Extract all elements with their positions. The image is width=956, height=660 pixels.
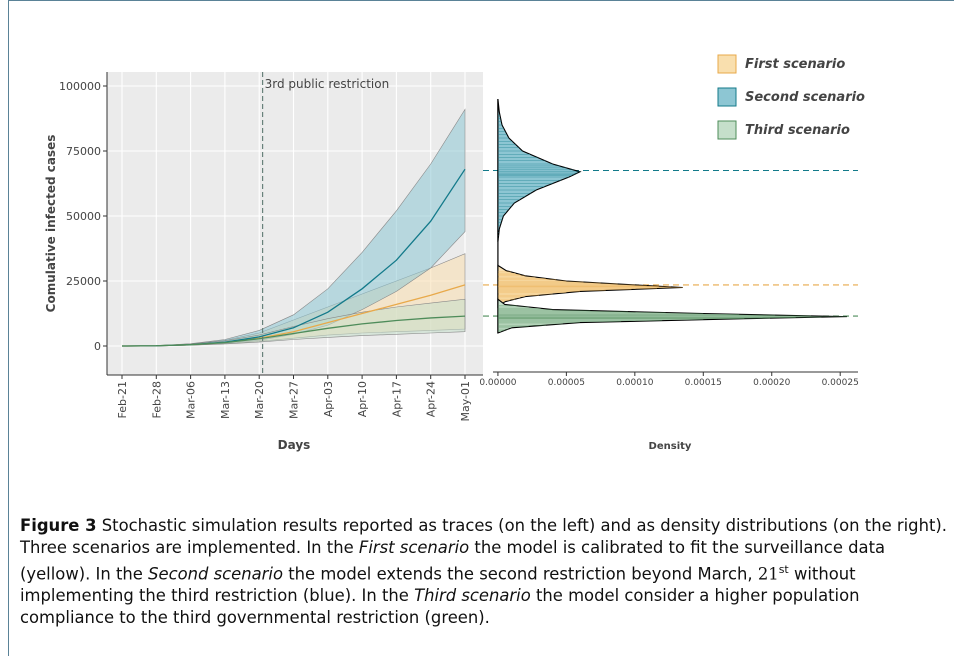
caption: Figure 3 Stochastic simulation results r… [20, 515, 950, 629]
legend-swatch [717, 54, 737, 74]
y-tick-label: 75000 [66, 145, 101, 158]
caption-text: the model consider a higher population c… [20, 586, 860, 628]
x-tick-label: 0.00000 [479, 378, 516, 388]
x-tick-label: Mar-06 [185, 381, 198, 419]
legend-swatch [717, 120, 737, 140]
caption-sup: st [778, 563, 789, 576]
line [121, 315, 466, 347]
x-tick-label: Apr-10 [356, 381, 369, 417]
x-tick-label: Mar-27 [288, 381, 301, 419]
caption-label: Figure 3 [20, 516, 97, 535]
x-tick-label: Mar-13 [219, 381, 232, 419]
y-axis-title: Comulative infected cases [44, 135, 58, 313]
caption-text: the model is calibrated to fit the surve… [20, 538, 886, 584]
y-tick-label: 100000 [59, 80, 101, 93]
frame [8, 0, 954, 656]
x-tick-label: Feb-28 [150, 381, 163, 418]
legend-label: Second scenario [745, 90, 865, 105]
x-tick-label: 0.00020 [753, 378, 790, 388]
x-tick-label: Apr-24 [425, 381, 438, 417]
figure: 0 25000 50000 75000 100000 Feb-21 Feb-28 Mar-06… [44, 54, 865, 452]
caption-italic: First scenario [358, 538, 470, 557]
caption-text: without implementing the third restricti… [20, 564, 856, 606]
legend-label: First scenario [745, 57, 845, 72]
legend-swatch [717, 87, 737, 107]
x-tick-label: Apr-17 [390, 381, 403, 417]
caption-italic: Third scenario [414, 586, 531, 606]
x-tick-label: Feb-21 [116, 381, 129, 418]
x-axis-title: Density [649, 441, 692, 452]
band [121, 298, 466, 347]
y-tick-label: 25000 [66, 275, 101, 288]
x-tick-label: 0.00015 [685, 378, 722, 388]
annotation-text: 3rd public restriction [265, 77, 390, 91]
x-tick-label: May-01 [459, 381, 472, 422]
caption-text: Stochastic simulation results reported a… [20, 516, 948, 557]
caption-math: 21 [757, 564, 779, 584]
density-area [497, 298, 848, 334]
x-tick-label: Mar-20 [253, 381, 266, 419]
x-tick-label: 0.00010 [616, 378, 653, 388]
y-tick-label: 0 [94, 340, 101, 353]
y-tick-label: 50000 [66, 210, 101, 223]
caption-text: the model extends the second restriction… [283, 564, 758, 584]
x-tick-label: 0.00025 [822, 378, 859, 388]
caption-italic: Second scenario [148, 564, 283, 584]
x-tick-label: Apr-03 [322, 381, 335, 417]
density-area [497, 98, 582, 243]
x-tick-label: 0.00005 [548, 378, 585, 388]
legend-label: Third scenario [745, 123, 850, 138]
x-axis-title: Days [278, 438, 311, 452]
